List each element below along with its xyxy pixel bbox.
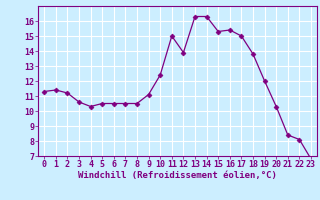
X-axis label: Windchill (Refroidissement éolien,°C): Windchill (Refroidissement éolien,°C) <box>78 171 277 180</box>
